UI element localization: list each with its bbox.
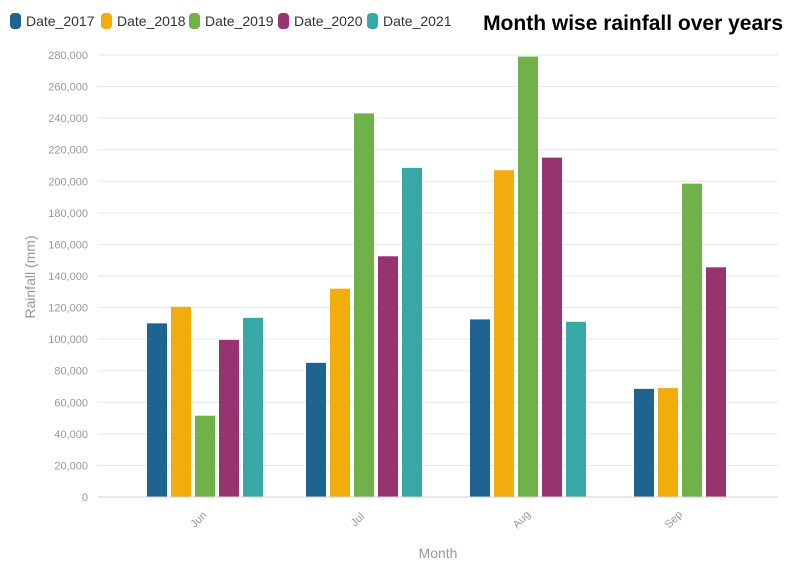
y-tick-label: 80,000 xyxy=(54,366,88,378)
bar-aug-date_2020[interactable] xyxy=(542,157,562,497)
x-tick-label: Sep xyxy=(663,509,685,531)
chart-title: Month wise rainfall over years xyxy=(483,12,783,35)
x-tick-label: Jul xyxy=(349,511,367,529)
x-axis-title: Month xyxy=(419,545,458,561)
bar-jun-date_2021[interactable] xyxy=(243,317,263,497)
x-tick-label: Jun xyxy=(188,509,209,530)
bar-sep-date_2018[interactable] xyxy=(658,388,678,497)
bar-sep-date_2017[interactable] xyxy=(634,388,654,497)
x-tick-label: Aug xyxy=(511,509,533,531)
legend-item-date_2020[interactable]: Date_2020 xyxy=(278,13,363,29)
y-tick-label: 120,000 xyxy=(48,303,88,315)
y-tick-label: 280,000 xyxy=(48,50,88,62)
legend-swatch xyxy=(101,13,112,29)
bar-jul-date_2018[interactable] xyxy=(330,288,350,497)
bar-jul-date_2019[interactable] xyxy=(354,113,374,498)
bar-jul-date_2020[interactable] xyxy=(378,256,398,497)
y-tick-label: 0 xyxy=(82,492,88,504)
legend-label: Date_2020 xyxy=(294,13,363,29)
y-tick-label: 160,000 xyxy=(48,239,88,251)
bar-jul-date_2021[interactable] xyxy=(402,167,422,497)
y-tick-label: 200,000 xyxy=(48,176,88,188)
bar-aug-date_2018[interactable] xyxy=(494,170,514,497)
bar-aug-date_2017[interactable] xyxy=(470,319,490,497)
legend-item-date_2017[interactable]: Date_2017 xyxy=(10,13,95,29)
legend-label: Date_2019 xyxy=(205,13,274,29)
legend-swatch xyxy=(367,13,378,29)
legend-swatch xyxy=(10,13,21,29)
bars xyxy=(147,56,726,498)
bar-aug-date_2021[interactable] xyxy=(566,321,586,497)
y-tick-label: 40,000 xyxy=(54,429,88,441)
y-tick-label: 60,000 xyxy=(54,397,88,409)
bar-jun-date_2017[interactable] xyxy=(147,323,167,497)
y-tick-label: 20,000 xyxy=(54,460,88,472)
y-tick-label: 180,000 xyxy=(48,208,88,220)
bar-jun-date_2018[interactable] xyxy=(171,306,191,497)
legend: Date_2017 Date_2018 Date_2019 Date_2020 Date… xyxy=(10,13,452,29)
y-tick-label: 140,000 xyxy=(48,271,88,283)
legend-item-date_2018[interactable]: Date_2018 xyxy=(101,13,186,29)
bar-sep-date_2020[interactable] xyxy=(706,267,726,497)
y-tick-label: 260,000 xyxy=(48,82,88,94)
legend-item-date_2021[interactable]: Date_2021 xyxy=(367,13,452,29)
legend-swatch xyxy=(189,13,200,29)
bar-jul-date_2017[interactable] xyxy=(306,362,326,497)
x-axis-ticks: Jun Jul Aug Sep xyxy=(188,509,685,531)
y-axis-title: Rainfall (mm) xyxy=(22,235,38,318)
legend-label: Date_2017 xyxy=(26,13,95,29)
legend-label: Date_2021 xyxy=(383,13,452,29)
bar-aug-date_2019[interactable] xyxy=(518,56,538,497)
legend-swatch xyxy=(278,13,289,29)
y-tick-label: 220,000 xyxy=(48,145,88,157)
y-tick-label: 240,000 xyxy=(48,113,88,125)
legend-item-date_2019[interactable]: Date_2019 xyxy=(189,13,274,29)
bar-sep-date_2019[interactable] xyxy=(682,183,702,497)
bar-jun-date_2020[interactable] xyxy=(219,339,239,497)
legend-label: Date_2018 xyxy=(117,13,186,29)
bar-jun-date_2019[interactable] xyxy=(195,415,215,497)
y-axis-ticks: 0 20,000 40,000 60,000 80,000 100,000 120,000 1… xyxy=(48,50,88,504)
y-tick-label: 100,000 xyxy=(48,334,88,346)
gridlines xyxy=(98,54,778,466)
